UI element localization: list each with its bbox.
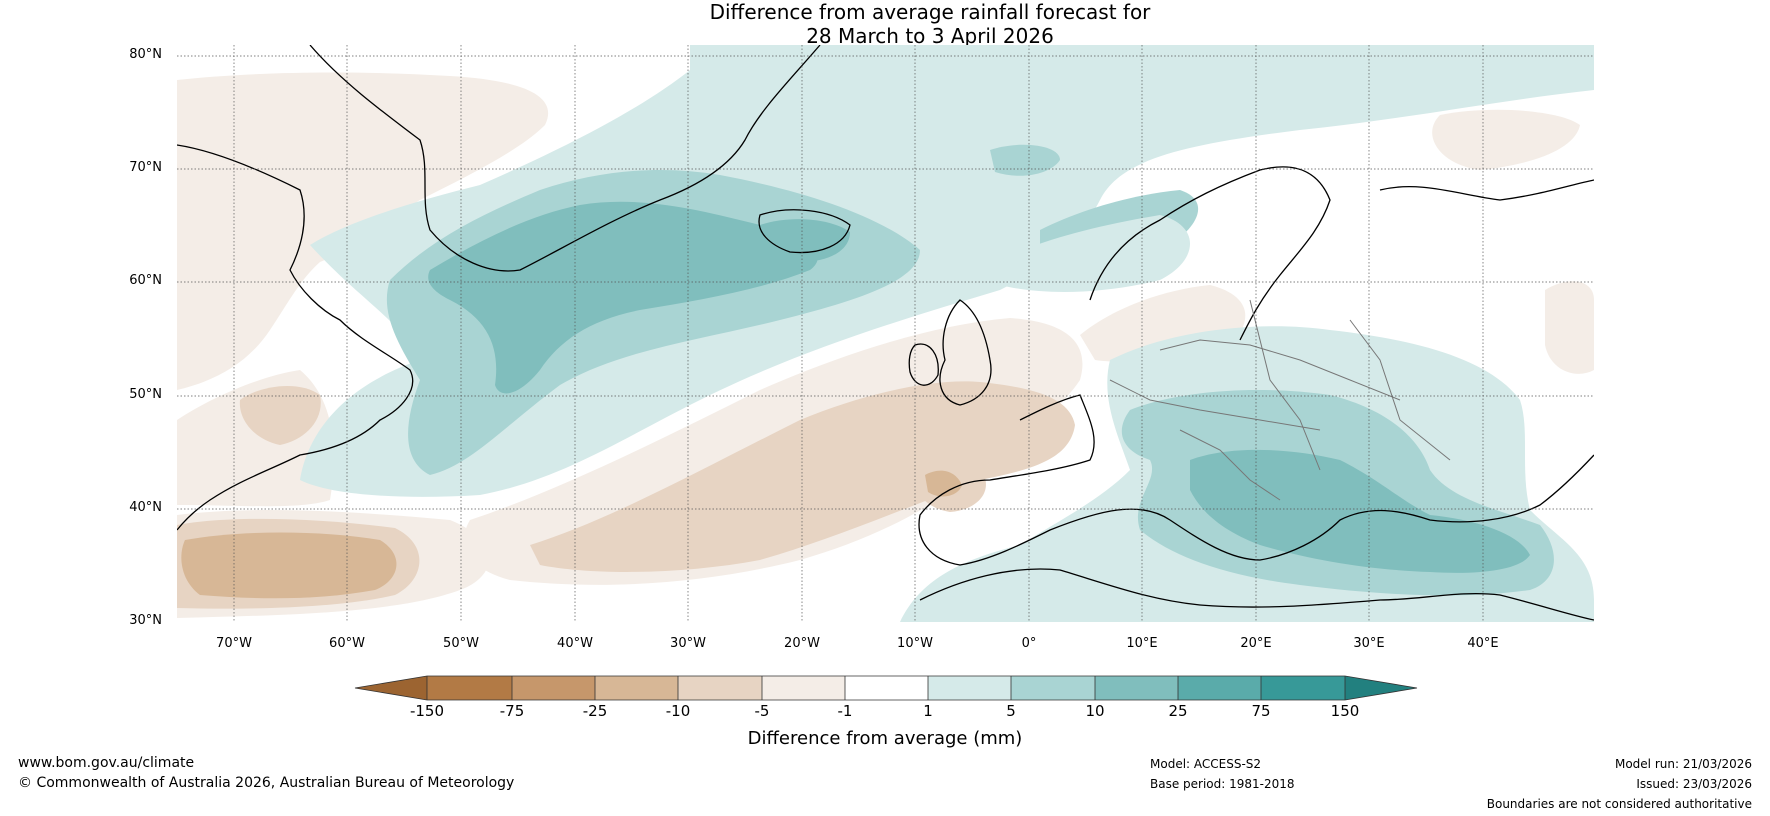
map-title: Difference from average rainfall forecas… [0, 0, 1770, 48]
coastlines [177, 45, 1594, 621]
lon-label-30w: 30°W [670, 636, 706, 651]
colorbar-swatch-7 [928, 676, 1011, 700]
colorbar-tick: -75 [499, 702, 525, 720]
lat-label-30n: 30°N [129, 613, 162, 628]
base-period: Base period: 1981-2018 [1150, 777, 1295, 791]
colorbar-tick: 5 [1006, 702, 1016, 720]
colorbar-tick: 1 [923, 702, 933, 720]
canada-coast [177, 144, 414, 531]
dry-region-iberia-core [925, 470, 962, 497]
graticule [177, 45, 1594, 622]
lat-label-80n: 80°N [129, 47, 162, 62]
lon-label-30e: 30°E [1353, 636, 1385, 651]
lon-label-60w: 60°W [329, 636, 365, 651]
north-africa-coast [919, 568, 1594, 621]
colorbar-swatch-1 [427, 676, 512, 700]
colorbar-label: Difference from average (mm) [747, 728, 1023, 749]
colorbar-swatch-10 [1178, 676, 1261, 700]
title-line-1: Difference from average rainfall forecas… [709, 0, 1151, 24]
lon-label-0: 0° [1021, 636, 1037, 651]
dry-region-russia-east [1545, 281, 1594, 374]
model-run-date: Model run: 21/03/2026 [1614, 757, 1752, 771]
country-borders [1109, 299, 1451, 501]
colorbar-tick: -1 [837, 702, 853, 720]
colorbar-swatch-5 [762, 676, 845, 700]
colorbar-tick: -10 [665, 702, 691, 720]
colorbar-swatch-9 [1095, 676, 1178, 700]
colorbar-swatch-6 [845, 676, 928, 700]
model-info: Model: ACCESS-S2 [1150, 757, 1262, 771]
wet-region-iceland [759, 219, 850, 262]
lon-label-20e: 20°E [1240, 636, 1272, 651]
colorbar-tick: -25 [582, 702, 608, 720]
lat-label-60n: 60°N [129, 273, 162, 288]
lon-label-20w: 20°W [784, 636, 820, 651]
dry-region-labrador [239, 385, 321, 445]
colorbar-tick: 150 [1330, 702, 1360, 720]
colorbar-swatch-8 [1011, 676, 1095, 700]
colorbar-swatch-3 [595, 676, 678, 700]
lat-label-50n: 50°N [129, 387, 162, 402]
colorbar-swatch-11 [1261, 676, 1345, 700]
wet-region-balkans [1190, 449, 1530, 573]
title-line-2: 28 March to 3 April 2026 [806, 24, 1054, 48]
issued-date: Issued: 23/03/2026 [1636, 777, 1752, 791]
dry-region-russia [1432, 109, 1580, 170]
lon-label-40e: 40°E [1467, 636, 1499, 651]
greenland-coast [309, 45, 821, 272]
dry-region-mid-atlantic [530, 381, 1075, 572]
wet-region-greenland-sea [990, 144, 1060, 176]
europe-coast [918, 394, 1594, 566]
colorbar-tick: -5 [754, 702, 770, 720]
map-plot-area [177, 45, 1594, 622]
lon-label-70w: 70°W [216, 636, 252, 651]
lat-label-70n: 70°N [129, 160, 162, 175]
colorbar [354, 675, 1418, 701]
colorbar-high-extend [1345, 676, 1417, 700]
wet-region-north-atlantic-core [428, 201, 818, 394]
lon-label-40w: 40°W [557, 636, 593, 651]
lon-label-10e: 10°E [1126, 636, 1158, 651]
lon-label-10w: 10°W [897, 636, 933, 651]
colorbar-low-extend [355, 676, 427, 700]
copyright-notice: © Commonwealth of Australia 2026, Austra… [18, 775, 515, 791]
colorbar-swatch-2 [512, 676, 595, 700]
colorbar-tick: -150 [409, 702, 445, 720]
lon-label-50w: 50°W [443, 636, 479, 651]
colorbar-swatch-4 [678, 676, 762, 700]
wet-region-north-atlantic-light [300, 45, 1594, 497]
colorbar-tick: 25 [1168, 702, 1188, 720]
ireland-coast [908, 343, 939, 386]
dry-region-subtropical-core [181, 532, 397, 599]
wet-region-norway-sea-light [1000, 215, 1190, 292]
website-link[interactable]: www.bom.gov.au/climate [18, 755, 195, 771]
lat-label-40n: 40°N [129, 500, 162, 515]
russia-coast [1379, 179, 1594, 201]
iceland-coast [758, 209, 851, 254]
colorbar-tick: 75 [1251, 702, 1271, 720]
british-isles-coast [939, 299, 992, 406]
colorbar-tick: 10 [1085, 702, 1105, 720]
boundary-disclaimer: Boundaries are not considered authoritat… [1486, 797, 1752, 811]
